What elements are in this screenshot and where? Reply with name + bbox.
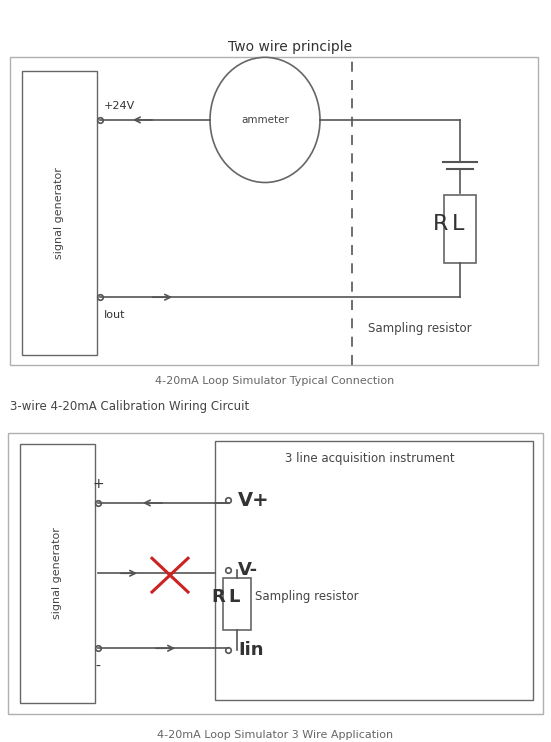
Text: 3-wire 4-20mA Calibration Wiring Circuit: 3-wire 4-20mA Calibration Wiring Circuit xyxy=(10,400,249,413)
Text: +: + xyxy=(92,477,104,491)
Bar xyxy=(20,444,95,703)
Text: 4-20mA Loop Simulator 3 Wire Application: 4-20mA Loop Simulator 3 Wire Application xyxy=(157,729,393,740)
Bar xyxy=(8,433,543,714)
Bar xyxy=(215,441,533,700)
Bar xyxy=(22,71,97,355)
Ellipse shape xyxy=(210,57,320,183)
Text: ammeter: ammeter xyxy=(241,115,289,125)
Text: L: L xyxy=(452,214,464,234)
Text: V+: V+ xyxy=(238,490,269,510)
Text: Two wire principle: Two wire principle xyxy=(228,40,352,54)
Text: 4-20mA Loop Simulator Typical Connection: 4-20mA Loop Simulator Typical Connection xyxy=(155,375,395,386)
Text: Iin: Iin xyxy=(238,641,263,659)
Text: Sampling resistor: Sampling resistor xyxy=(368,322,472,335)
Text: R: R xyxy=(211,588,225,605)
Text: V-: V- xyxy=(238,562,258,580)
Text: signal generator: signal generator xyxy=(54,167,64,259)
Text: -: - xyxy=(95,660,100,674)
Text: R: R xyxy=(433,214,448,234)
Bar xyxy=(10,57,538,365)
Text: Sampling resistor: Sampling resistor xyxy=(255,590,359,603)
Bar xyxy=(444,195,476,263)
Text: signal generator: signal generator xyxy=(52,528,62,619)
Text: 3 line acquisition instrument: 3 line acquisition instrument xyxy=(285,453,455,465)
Text: Iout: Iout xyxy=(104,310,126,320)
Text: L: L xyxy=(228,588,239,605)
Bar xyxy=(223,578,251,629)
Text: +24V: +24V xyxy=(104,102,135,111)
